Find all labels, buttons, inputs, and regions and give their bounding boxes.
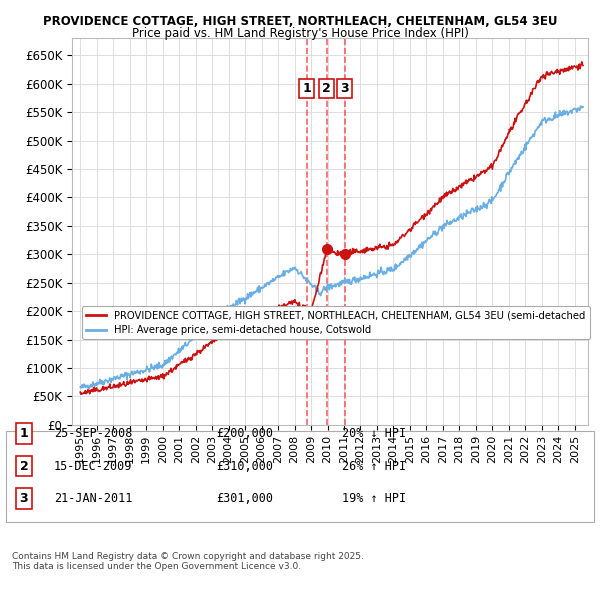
- Text: £301,000: £301,000: [216, 492, 273, 505]
- Text: 21-JAN-2011: 21-JAN-2011: [54, 492, 133, 505]
- Text: 3: 3: [20, 492, 28, 505]
- Text: Contains HM Land Registry data © Crown copyright and database right 2025.
This d: Contains HM Land Registry data © Crown c…: [12, 552, 364, 571]
- Text: 1: 1: [20, 427, 28, 440]
- Text: PROVIDENCE COTTAGE, HIGH STREET, NORTHLEACH, CHELTENHAM, GL54 3EU: PROVIDENCE COTTAGE, HIGH STREET, NORTHLE…: [43, 15, 557, 28]
- Text: 1: 1: [302, 82, 311, 95]
- Text: 15-DEC-2009: 15-DEC-2009: [54, 460, 133, 473]
- Text: 2: 2: [322, 82, 331, 95]
- Text: £200,000: £200,000: [216, 427, 273, 440]
- Text: 25-SEP-2008: 25-SEP-2008: [54, 427, 133, 440]
- Text: 19% ↑ HPI: 19% ↑ HPI: [342, 492, 406, 505]
- Text: £310,000: £310,000: [216, 460, 273, 473]
- Text: Price paid vs. HM Land Registry's House Price Index (HPI): Price paid vs. HM Land Registry's House …: [131, 27, 469, 40]
- Text: 26% ↑ HPI: 26% ↑ HPI: [342, 460, 406, 473]
- Legend: PROVIDENCE COTTAGE, HIGH STREET, NORTHLEACH, CHELTENHAM, GL54 3EU (semi-detached: PROVIDENCE COTTAGE, HIGH STREET, NORTHLE…: [82, 306, 590, 339]
- Text: 2: 2: [20, 460, 28, 473]
- Text: 3: 3: [341, 82, 349, 95]
- Text: 20% ↓ HPI: 20% ↓ HPI: [342, 427, 406, 440]
